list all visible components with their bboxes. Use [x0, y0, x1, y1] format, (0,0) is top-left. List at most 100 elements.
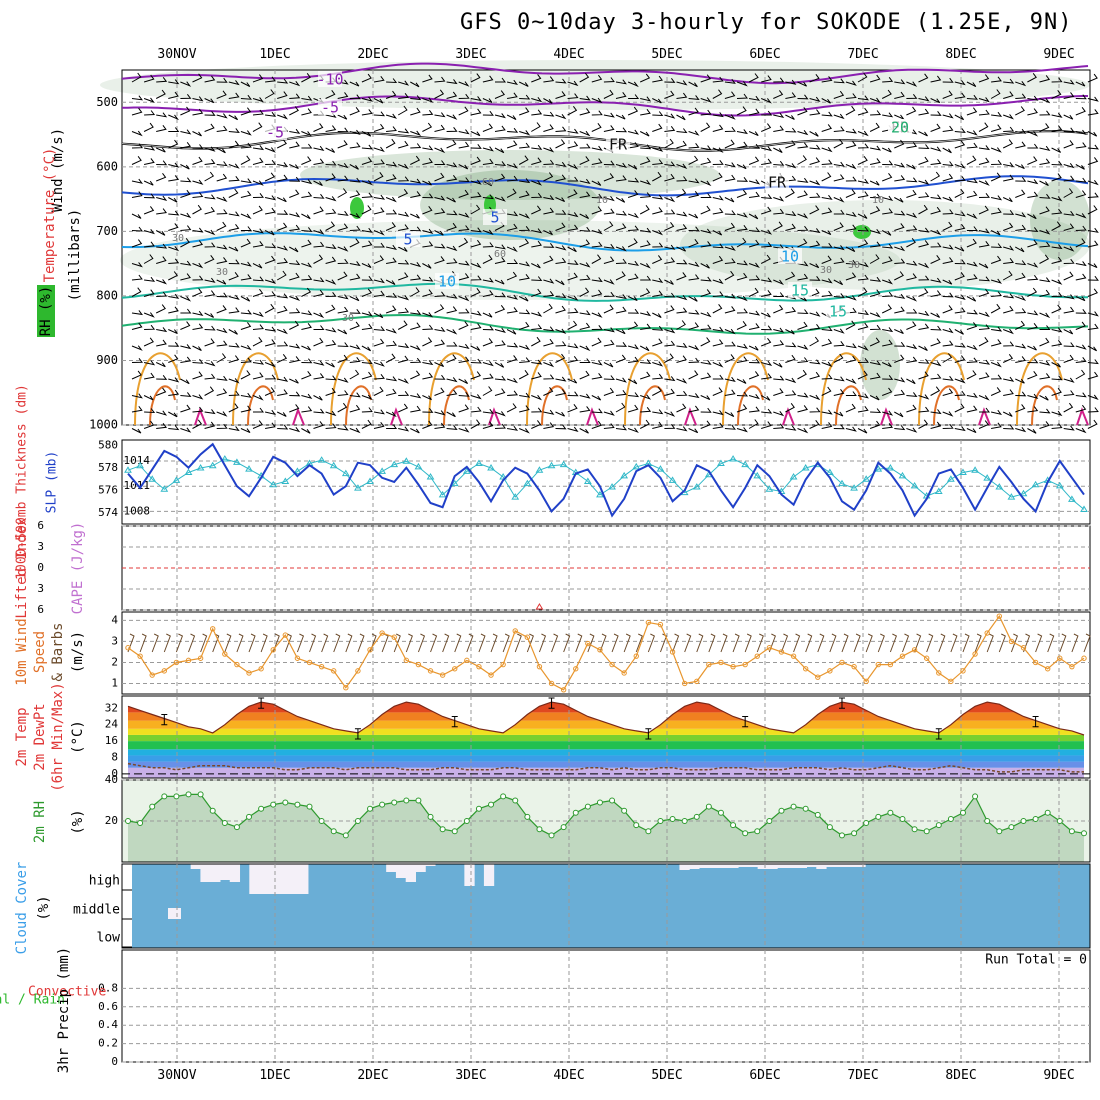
wind-speed-point	[996, 613, 1002, 619]
wind-barb	[313, 229, 325, 235]
wind-barb	[567, 320, 578, 330]
wind-barb	[930, 386, 941, 396]
wind-barb	[289, 128, 301, 134]
wind-barb	[857, 406, 869, 413]
wind-barb	[434, 339, 446, 347]
wind-speed-point	[863, 678, 869, 685]
wind-barb	[809, 336, 820, 347]
wind-barb	[168, 139, 179, 149]
wind-barb	[966, 130, 978, 136]
wind-barb	[1051, 362, 1061, 368]
wind-speed-point	[1081, 655, 1087, 661]
wind-barb	[652, 98, 662, 104]
wind-barb	[386, 257, 397, 264]
wind-barb	[615, 197, 626, 203]
label-bg	[826, 303, 850, 319]
wind10m-panel	[121, 611, 1091, 695]
wind-barb	[845, 355, 857, 363]
bl-temperature-contour	[933, 385, 960, 426]
wind-barb	[385, 113, 398, 119]
wind-barb	[276, 197, 287, 203]
wind-barb	[398, 272, 409, 281]
rh-point	[221, 820, 228, 827]
y-axis-label-rh2m: 2m RH	[32, 801, 48, 843]
wind-barb	[543, 159, 555, 165]
rh-point	[669, 815, 676, 822]
wind-barb	[882, 256, 893, 264]
cloud-high-block	[718, 864, 729, 868]
wind-barb	[809, 311, 821, 317]
wind-barb	[228, 378, 240, 384]
temp-band	[128, 749, 1084, 756]
wind-barb	[761, 229, 773, 235]
wind-barb	[519, 261, 531, 267]
rh-point	[717, 809, 724, 816]
wind-barb	[337, 342, 349, 348]
cloud-panel	[121, 863, 1091, 949]
wind-barb	[579, 428, 589, 434]
wind-barb	[833, 411, 844, 417]
wind-barb	[494, 113, 506, 119]
wind-barb	[845, 105, 856, 116]
wind-barb	[700, 420, 711, 429]
wind-speed-point	[197, 655, 204, 661]
minmax-bar	[1032, 716, 1039, 728]
wind-barb	[809, 263, 820, 269]
wind-speed-point	[681, 680, 688, 687]
wind-barb	[168, 246, 180, 252]
wind-speed-point	[778, 649, 785, 655]
wind-barb	[228, 92, 240, 99]
rh-point	[959, 809, 966, 816]
wind-barb	[470, 288, 481, 297]
y-tick-label: 0.8	[98, 981, 118, 994]
wind-barb	[652, 75, 663, 83]
wind-barb	[180, 225, 192, 231]
wind-barb	[1051, 147, 1061, 153]
wind-barb	[337, 210, 349, 216]
wind-barb	[337, 354, 348, 363]
wind-speed-point	[585, 640, 591, 647]
wind-barb	[712, 422, 724, 429]
wind-barb	[1039, 395, 1049, 401]
wind-barb	[252, 228, 264, 234]
wind-barb	[228, 390, 240, 396]
wind-barb	[1063, 114, 1074, 120]
wind-barb	[930, 325, 942, 331]
wind-barb	[700, 145, 712, 151]
wind-barb	[543, 230, 553, 236]
wind-barb	[603, 291, 615, 297]
cloud-high-block	[689, 864, 700, 869]
wind-speed-point	[694, 678, 700, 685]
wind-barb-10m	[853, 633, 861, 653]
wind-barb	[1051, 196, 1063, 202]
wind-barb	[506, 114, 517, 120]
y-tick-label: 800	[96, 288, 118, 302]
wind-barb	[918, 310, 930, 316]
wind-barb	[470, 131, 481, 137]
thickness-marker	[196, 464, 205, 471]
wind-barb	[458, 129, 470, 135]
bottom-date-label: 2DEC	[357, 1068, 389, 1083]
wind-barb	[240, 428, 251, 434]
wind-barb	[712, 339, 724, 347]
y-tick-label: 0.6	[98, 1000, 118, 1013]
wind-barb	[240, 405, 252, 413]
cloud-high-block	[816, 864, 827, 869]
wind-barb	[337, 258, 349, 264]
y-tick-label: 576	[98, 483, 118, 496]
thickness-marker	[547, 461, 556, 469]
wind-barb	[652, 159, 664, 165]
wind-barb	[313, 421, 324, 429]
wind-barb	[676, 378, 688, 384]
wind-barb	[640, 240, 651, 248]
slp-line	[127, 442, 1085, 518]
wind-speed-point	[306, 659, 313, 666]
wind-barb	[881, 304, 892, 314]
wind-barb	[857, 130, 869, 137]
wind-barb	[749, 358, 761, 364]
wind-barb	[168, 175, 180, 182]
temperature-contour	[121, 313, 1089, 335]
wind-barb	[470, 179, 482, 185]
wind-barb	[482, 180, 492, 187]
wind-barb	[942, 209, 954, 215]
